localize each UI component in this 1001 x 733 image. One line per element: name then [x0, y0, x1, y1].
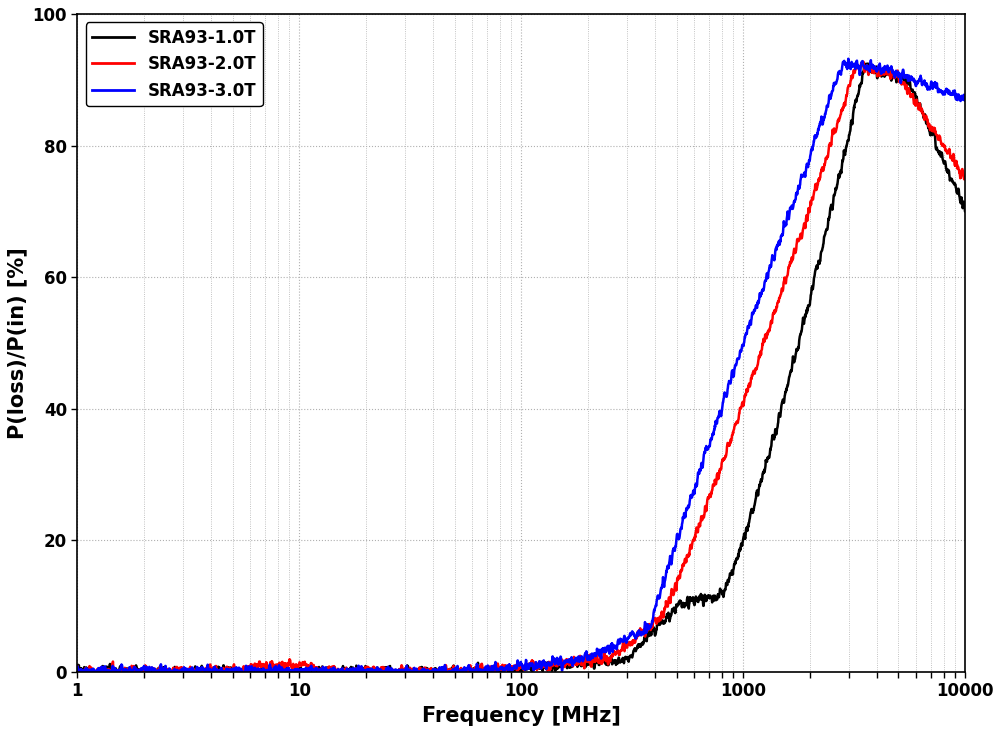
SRA93-3.0T [942, 89, 954, 98]
SRA93-3.0T [450, 663, 462, 671]
SRA93-1.0T [959, 207, 971, 216]
SRA93-1.0T [225, 665, 237, 674]
SRA93-1.0T [847, 117, 859, 126]
SRA93-1.0T [862, 59, 874, 68]
SRA93-1.0T [942, 166, 954, 174]
SRA93-1.0T [450, 667, 462, 676]
SRA93-1.0T [411, 666, 423, 675]
SRA93-3.0T [959, 95, 971, 104]
SRA93-2.0T [225, 666, 237, 675]
Y-axis label: P(loss)/P(in) [%]: P(loss)/P(in) [%] [7, 247, 27, 439]
SRA93-2.0T [847, 73, 859, 82]
SRA93-2.0T [942, 147, 954, 156]
SRA93-3.0T [847, 62, 859, 71]
Line: SRA93-2.0T: SRA93-2.0T [77, 62, 965, 672]
SRA93-1.0T [473, 668, 485, 677]
SRA93-3.0T [225, 665, 237, 674]
Line: SRA93-3.0T: SRA93-3.0T [77, 59, 965, 672]
SRA93-3.0T [71, 663, 83, 671]
SRA93-1.0T [71, 662, 83, 671]
SRA93-3.0T [444, 668, 456, 677]
SRA93-3.0T [843, 54, 855, 63]
SRA93-2.0T [959, 173, 971, 182]
SRA93-2.0T [450, 666, 462, 674]
SRA93-2.0T [71, 662, 83, 671]
X-axis label: Frequency [MHz]: Frequency [MHz] [422, 706, 621, 726]
SRA93-1.0T [172, 666, 184, 675]
SRA93-2.0T [858, 57, 870, 66]
SRA93-3.0T [172, 668, 184, 677]
Line: SRA93-1.0T: SRA93-1.0T [77, 64, 965, 672]
SRA93-2.0T [412, 665, 424, 674]
SRA93-2.0T [312, 668, 324, 677]
SRA93-2.0T [172, 668, 184, 677]
Legend: SRA93-1.0T, SRA93-2.0T, SRA93-3.0T: SRA93-1.0T, SRA93-2.0T, SRA93-3.0T [86, 22, 262, 106]
SRA93-3.0T [411, 668, 423, 677]
